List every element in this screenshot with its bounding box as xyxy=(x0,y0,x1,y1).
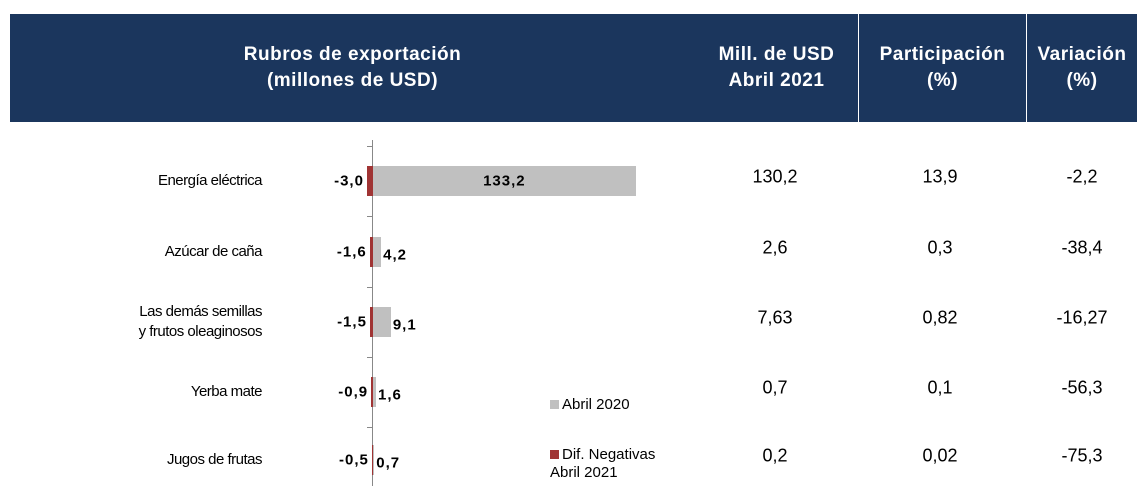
header-text: (%) xyxy=(926,70,959,91)
category-label: Azúcar de caña xyxy=(164,243,263,260)
header-cell: Variación (%) xyxy=(1027,14,1137,122)
bar xyxy=(371,377,373,407)
header-cell: Mill. de USD Abril 2021 xyxy=(695,14,858,122)
value-label: -1,6 xyxy=(336,243,367,261)
category-label: Energía eléctrica xyxy=(157,172,263,189)
legend-label: Abril 2020 xyxy=(562,396,630,413)
header-text: (millones de USD) xyxy=(266,70,439,91)
legend-entry: Abril 2020 xyxy=(550,396,680,414)
table-cell: 0,1 xyxy=(927,377,953,398)
axis-tick xyxy=(367,287,373,288)
value-label: 4,2 xyxy=(383,246,408,264)
axis-tick xyxy=(367,146,373,147)
value-label: -3,0 xyxy=(334,172,364,190)
value-label: -0,9 xyxy=(338,383,369,401)
value-label: 1,6 xyxy=(378,386,402,404)
bar xyxy=(369,237,373,267)
value-label: 9,1 xyxy=(392,316,417,334)
bar xyxy=(372,377,377,407)
axis-tick xyxy=(367,427,373,428)
header-cell: Participación (%) xyxy=(859,14,1026,122)
header-text: Participación xyxy=(879,44,1006,65)
category-label: Las demás semillas y frutos oleaginosos xyxy=(138,303,263,340)
bar xyxy=(372,237,382,267)
value-label: 0,7 xyxy=(376,454,401,472)
table-cell: 0,02 xyxy=(922,445,958,466)
table-cell: -16,27 xyxy=(1056,307,1108,328)
table-cell: -2,2 xyxy=(1066,166,1098,187)
value-label: -0,5 xyxy=(339,451,369,469)
table-cell: 7,63 xyxy=(757,307,793,328)
value-label: 133,2 xyxy=(483,172,526,190)
bar xyxy=(371,445,373,475)
category-label: Jugos de frutas xyxy=(166,451,263,468)
table-cell: -75,3 xyxy=(1061,445,1103,466)
header-text: Variación xyxy=(1037,44,1127,65)
header-text: Rubros de exportación xyxy=(243,44,462,65)
table-cell: 13,9 xyxy=(922,166,958,187)
bar xyxy=(369,307,373,337)
table-cell: -56,3 xyxy=(1061,377,1103,398)
table-cell: -38,4 xyxy=(1061,237,1103,258)
header-text: Mill. de USD xyxy=(718,44,835,65)
table-cell: 0,3 xyxy=(927,237,953,258)
bar xyxy=(372,307,391,337)
legend-swatch xyxy=(550,450,559,459)
bar xyxy=(372,166,636,196)
category-label: Yerba mate xyxy=(190,383,263,400)
axis-tick xyxy=(367,357,373,358)
legend-label: Dif. Negativas Abril 2021 xyxy=(550,446,656,481)
legend-entry: Dif. Negativas Abril 2021 xyxy=(550,446,680,482)
table-cell: 0,2 xyxy=(762,445,788,466)
header-cell: Rubros de exportación (millones de USD) xyxy=(10,14,695,122)
value-label: -1,5 xyxy=(337,313,367,331)
header-text: Abril 2021 xyxy=(728,70,825,91)
legend-swatch xyxy=(550,400,559,409)
header-text: (%) xyxy=(1066,70,1098,91)
table-cell: 0,7 xyxy=(762,377,788,398)
table-cell: 2,6 xyxy=(762,237,788,258)
bar xyxy=(372,445,375,475)
axis-tick xyxy=(367,216,373,217)
table-cell: 0,82 xyxy=(922,307,958,328)
bar xyxy=(366,166,373,196)
table-cell: 130,2 xyxy=(752,166,798,187)
